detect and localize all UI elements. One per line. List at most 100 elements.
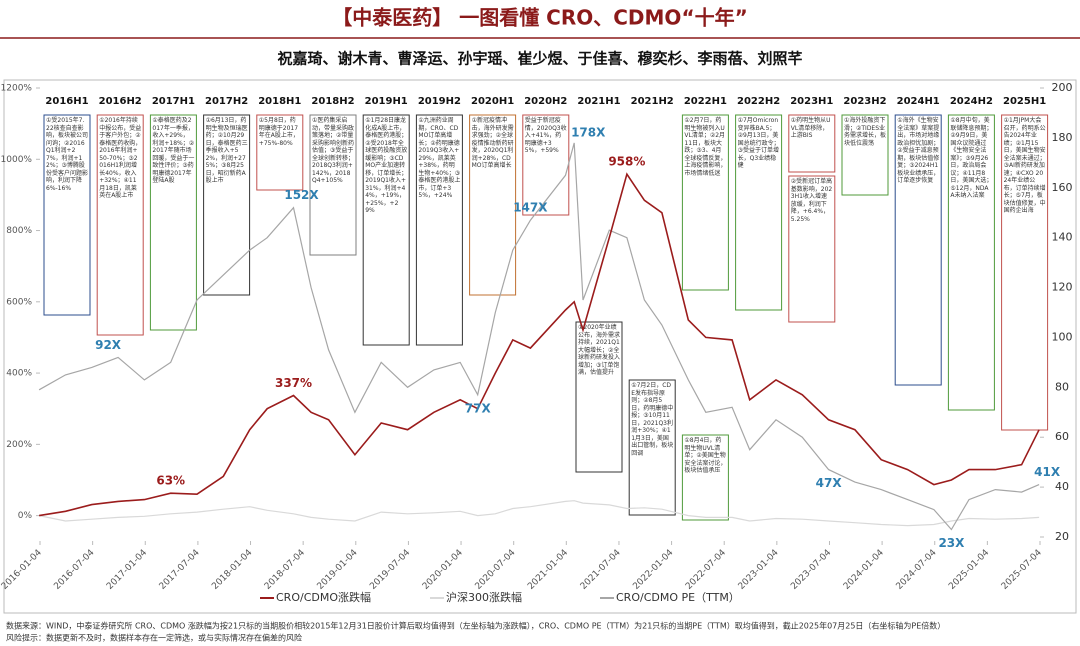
note-container: ①1月28日康龙化成A股上市，泰格医药港股；②受2018年全球医药投融资放缓影响… xyxy=(365,117,407,214)
note-box xyxy=(681,114,729,291)
note-container: 受益于新冠疫情，2020Q3收入+41%，药明康德+35%，+59% xyxy=(524,117,567,154)
period-label: 2016H2 xyxy=(99,96,142,107)
note-text: ①泰格医药及2017年一季报，收入+29%，利润+18%；②2017年随市场回暖… xyxy=(152,117,195,184)
period-label: 2024H1 xyxy=(897,96,940,107)
note-box xyxy=(947,114,995,411)
period-label: 2019H1 xyxy=(365,96,408,107)
note-text: ①2020年业绩公布，海外需求持续，2021Q1大幅增长；②全球新药研发投入增加… xyxy=(578,324,621,376)
y2-tick-label: 100 xyxy=(1052,330,1073,343)
legend-label: CRO/CDMO涨跌幅 xyxy=(276,590,371,604)
note-container: ①九洲药业周期，CRO、CDMO订单高增长；②药明康德2019Q3收入+29%，… xyxy=(418,117,460,199)
note-container: ①药明生物从UVL清单移除，上游BIS xyxy=(791,117,831,139)
note-text: ①受2015年7.22核查自查影响，板块被公司问询；②2016Q1利润+27%，… xyxy=(46,117,89,192)
note-container: ①海外投融资下滑；②TIDES业务需求增长，板块低位震荡 xyxy=(844,117,886,147)
note-box xyxy=(469,114,517,296)
note-box xyxy=(522,114,570,216)
peak-label: 178X xyxy=(571,125,606,139)
x-tick-label: 2021-07-04 xyxy=(579,548,623,592)
note-box xyxy=(362,114,410,346)
note-text: ①医药集采启动，带量采购政策落地；②带量采购影响创新药估值；③受益于全球创新转移… xyxy=(312,117,355,184)
note-container: ①泰格医药及2017年一季报，收入+29%，利润+18%；②2017年随市场回暖… xyxy=(152,117,195,184)
x-tick-label: 2018-07-04 xyxy=(263,548,307,592)
period-label: 2021H1 xyxy=(577,96,620,107)
peak-label: 77X xyxy=(465,401,492,415)
note-text: ①7月2日，CDE发布指导原则；②8月5日，药明康德中报；③10月11日，202… xyxy=(631,382,674,457)
y-tick-label: 800% xyxy=(6,226,32,236)
y2-tick-label: 80 xyxy=(1055,380,1069,393)
x-tick-label: 2018-01-04 xyxy=(210,548,254,592)
x-tick-label: 2016-01-04 xyxy=(0,548,44,592)
x-tick-label: 2022-01-04 xyxy=(631,548,675,592)
note-container: ①7月2日，CDE发布指导原则；②8月5日，药明康德中报；③10月11日，202… xyxy=(631,382,674,457)
note-text: ①2016年持续中报公布，受益于客户外包；②泰格医药收购，2016年利润+50-… xyxy=(99,117,142,199)
note-container: ①2016年持续中报公布，受益于客户外包；②泰格医药收购，2016年利润+50-… xyxy=(99,117,142,199)
note-container: ①5月8日，药明康德于2017年在A股上市，+75%-80% xyxy=(259,117,299,147)
period-label: 2018H2 xyxy=(311,96,354,107)
y2-tick-label: 120 xyxy=(1052,281,1073,294)
x-tick-label: 2020-01-04 xyxy=(421,548,465,592)
note-text: ①8月中旬，美联储降息预期；②9月9日，美国众议院通过《生物安全法案》；③9月2… xyxy=(950,117,993,199)
note-text: ①2月7日，药明生物被列入UVL清单；②2月11日，板块大跌；③3、4月全球疫情… xyxy=(684,117,727,177)
note-container: ①7月Omicron变异株BA.5；②9月13日，美国总统行政令；③受益于订单增… xyxy=(737,117,780,169)
y2-tick-label: 60 xyxy=(1055,430,1069,443)
peak-label: 958% xyxy=(608,155,645,169)
note-box xyxy=(788,175,836,323)
note-box xyxy=(735,114,783,311)
note-container: ①2020年业绩公布，海外需求持续，2021Q1大幅增长；②全球新药研发投入增加… xyxy=(578,324,621,376)
x-tick-label: 2019-07-04 xyxy=(368,548,412,592)
y2-tick-label: 20 xyxy=(1055,530,1069,543)
x-tick-label: 2025-07-04 xyxy=(1000,548,1044,592)
note-box xyxy=(203,114,251,296)
note-box xyxy=(575,321,623,473)
note-container: ①医药集采启动，带量采购政策落地；②带量采购影响创新药估值；③受益于全球创新转移… xyxy=(312,117,355,184)
note-container: ①8月中旬，美联储降息预期；②9月9日，美国众议院通过《生物安全法案》；③9月2… xyxy=(950,117,993,199)
y-tick-label: 1000% xyxy=(1,155,33,165)
period-label: 2018H1 xyxy=(258,96,301,107)
y-tick-label: 1200% xyxy=(1,84,33,94)
chart-frame xyxy=(3,79,1077,614)
y-tick-label: 0% xyxy=(18,511,33,521)
note-container: ①新冠疫情冲击，海外研发需求强劲；②全球疫情推动新药研发，2020Q1利润+28… xyxy=(472,117,514,169)
period-label: 2025H1 xyxy=(1003,96,1046,107)
period-label: 2020H1 xyxy=(471,96,514,107)
legend-label: CRO/CDMO PE（TTM） xyxy=(616,591,740,604)
series-line xyxy=(38,500,1040,527)
x-tick-label: 2024-01-04 xyxy=(842,548,886,592)
note-container: ①海外《生物安全法案》草案提出，市场对地缘政治担忧加剧；②受益于减息预期，板块估… xyxy=(897,117,939,184)
period-label: 2022H2 xyxy=(737,96,780,107)
note-container: ①6月13日，药明生物及恒瑞医药；②10月29日，泰格医药三季报收入+52%，利… xyxy=(206,117,248,184)
note-container: ①2月7日，药明生物被列入UVL清单；②2月11日，板块大跌；③3、4月全球疫情… xyxy=(684,117,727,177)
authors: 祝嘉琦、谢木青、曹泽运、孙宇瑶、崔少煜、于佳喜、穆奕杉、李雨蓓、刘照芊 xyxy=(277,50,802,68)
period-label: 2017H1 xyxy=(152,96,195,107)
x-tick-label: 2017-07-04 xyxy=(158,548,202,592)
note-container: ①1月JPM大会召开，药明系公告2024年业绩；②1月15日，美国生物安全法案未… xyxy=(1004,117,1046,214)
period-label: 2023H1 xyxy=(790,96,833,107)
note-box xyxy=(309,114,357,256)
note-container: ②受新冠订单高基数影响，2023H1收入增速放缓，利润下降，+6.4%，5.25… xyxy=(790,178,833,223)
series-line xyxy=(38,172,1040,517)
period-label: 2021H2 xyxy=(631,96,674,107)
y-tick-label: 400% xyxy=(6,369,32,379)
y2-tick-label: 180 xyxy=(1052,131,1073,144)
x-tick-label: 2019-01-04 xyxy=(316,548,360,592)
note-box xyxy=(841,114,889,196)
period-label: 2024H2 xyxy=(950,96,993,107)
period-label: 2017H2 xyxy=(205,96,248,107)
series-line xyxy=(38,142,1040,531)
period-label: 2022H1 xyxy=(684,96,727,107)
note-text: ②受新冠订单高基数影响，2023H1收入增速放缓，利润下降，+6.4%，5.25… xyxy=(790,178,833,223)
x-tick-label: 2024-07-04 xyxy=(895,548,939,592)
x-tick-label: 2023-07-04 xyxy=(789,548,833,592)
note-box xyxy=(43,114,91,316)
note-text: ①7月Omicron变异株BA.5；②9月13日，美国总统行政令；③受益于订单增… xyxy=(737,117,780,169)
title: 【中泰医药】 一图看懂 CRO、CDMO“十年” xyxy=(332,6,747,30)
y-tick-label: 600% xyxy=(6,297,32,307)
x-tick-label: 2023-01-04 xyxy=(737,548,781,592)
note-container: ①受2015年7.22核查自查影响，板块被公司问询；②2016Q1利润+27%，… xyxy=(46,117,89,192)
note-text: 受益于新冠疫情，2020Q3收入+41%，药明康德+35%，+59% xyxy=(524,117,567,154)
y2-tick-label: 140 xyxy=(1052,231,1073,244)
y2-tick-label: 160 xyxy=(1052,181,1073,194)
footer-risk: 风险提示：数据更新不及时，数据样本存在一定筛选，或与实际情况存在偏差的风险 xyxy=(6,633,302,643)
note-box xyxy=(149,114,197,331)
